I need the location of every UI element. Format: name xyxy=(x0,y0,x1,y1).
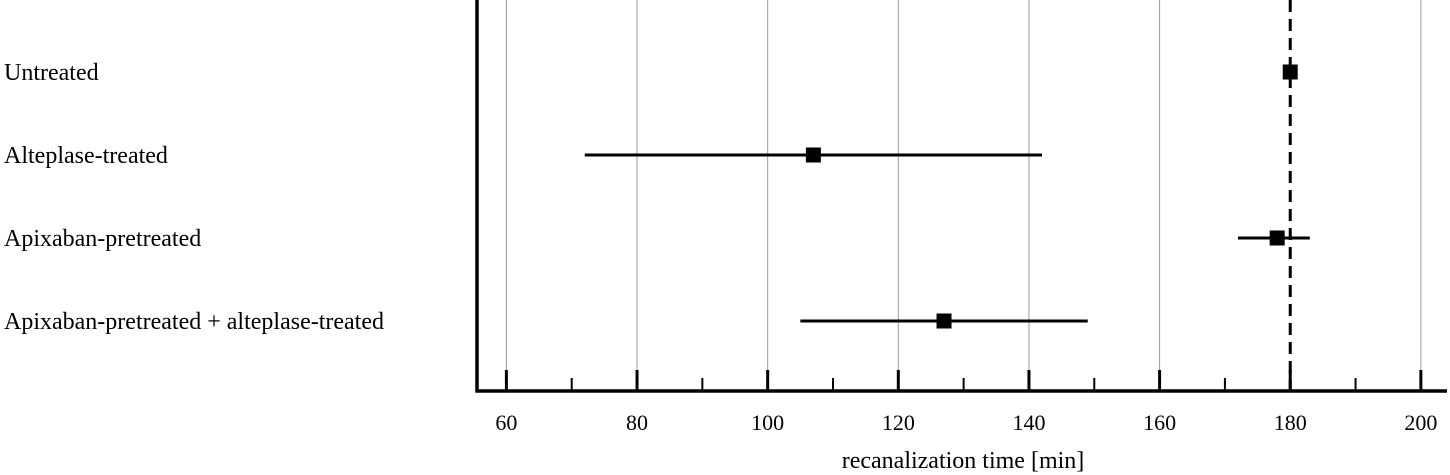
x-tick-label-120: 120 xyxy=(882,410,915,435)
grid-lines xyxy=(505,0,1422,391)
point-marker-1 xyxy=(805,147,821,163)
row-label-0: Untreated xyxy=(4,60,99,86)
row-label-2: Apixaban-pretreated xyxy=(4,226,201,252)
row-label-1: Alteplase-treated xyxy=(4,143,168,169)
x-tick-label-200: 200 xyxy=(1404,410,1437,435)
point-marker-3 xyxy=(936,313,952,329)
x-tick-label-160: 160 xyxy=(1143,410,1176,435)
axes xyxy=(475,0,1447,393)
x-tick-label-180: 180 xyxy=(1274,410,1307,435)
x-tick-label-140: 140 xyxy=(1012,410,1045,435)
point-marker-0 xyxy=(1282,64,1298,80)
x-ticks: 60 80 100 120 140 160 180 200 xyxy=(495,370,1437,435)
row-label-3: Apixaban-pretreated + alteplase-treated xyxy=(4,309,384,335)
point-marker-2 xyxy=(1269,230,1285,246)
x-axis-title: recanalization time [min] xyxy=(842,448,1085,474)
x-tick-label-60: 60 xyxy=(495,410,517,435)
data-rows: Untreated Alteplase-treated Apixaban-pretr… xyxy=(4,60,1310,335)
x-tick-label-100: 100 xyxy=(751,410,784,435)
x-tick-label-80: 80 xyxy=(626,410,648,435)
